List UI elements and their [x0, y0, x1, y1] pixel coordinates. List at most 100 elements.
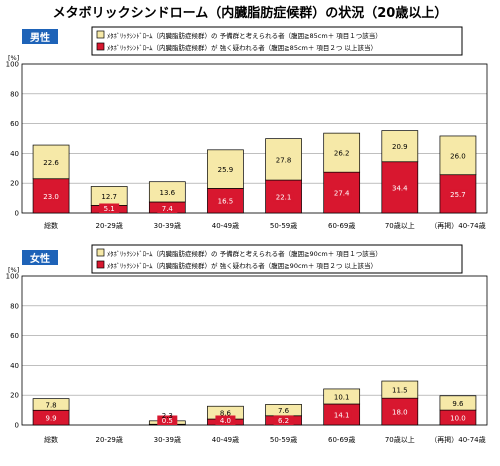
data-label-strong-men: 34.4 [392, 184, 408, 192]
bar-reserve-men [148, 181, 186, 203]
y-unit-men: [%] [8, 54, 19, 62]
data-label-strong-women: 6.2 [278, 417, 289, 425]
legend-swatch-reserve-women [96, 248, 105, 257]
data-label-strong-women: 4.0 [220, 417, 231, 425]
data-label-bg-strong-women [273, 415, 294, 425]
legend-box-men [91, 26, 463, 56]
data-label-bg-strong-women [389, 407, 410, 417]
legend-label-reserve-women: ﾒﾀﾎﾞﾘｯｸｼﾝﾄﾞﾛｰﾑ（内臓脂肪症候群）の 予備群と考えられる者（腹囲≧9… [107, 249, 382, 258]
data-label-strong-women: 14.1 [334, 411, 350, 419]
data-label-reserve-women: 8.6 [220, 410, 232, 418]
category-label-women: 総数 [44, 435, 58, 444]
data-label-bg-strong-men [215, 196, 236, 206]
data-label-bg-strong-men [447, 189, 468, 199]
bar-reserve-men [32, 144, 70, 180]
plot-frame-men [21, 63, 488, 214]
category-label-women: 20-29歳 [96, 435, 123, 444]
data-label-strong-women: 0.5 [162, 417, 173, 425]
y-unit-women: [%] [8, 266, 19, 274]
category-label-men: 40-49歳 [212, 221, 239, 230]
y-tick-label-men: 20 [10, 180, 19, 188]
data-label-strong-men: 7.4 [162, 205, 174, 213]
data-label-reserve-men: 26.2 [334, 150, 350, 158]
y-tick-label-men: 100 [6, 61, 19, 69]
legend-label-reserve-men: ﾒﾀﾎﾞﾘｯｸｼﾝﾄﾞﾛｰﾑ（内臓脂肪症候群）の 予備群と考えられる者（腹囲≧8… [107, 31, 382, 40]
data-label-bg-strong-women [157, 415, 178, 425]
category-label-men: （再掲）40-74歳 [430, 221, 485, 230]
bar-reserve-women [323, 388, 361, 405]
category-label-women: 70歳以上 [385, 435, 415, 444]
page-title: メタボリックシンドローム（内臓脂肪症候群）の状況（20歳以上） [52, 6, 448, 21]
category-label-men: 60-69歳 [328, 221, 355, 230]
category-label-men: 20-29歳 [96, 221, 123, 230]
bar-reserve-women [381, 380, 419, 399]
bar-reserve-men [207, 149, 244, 189]
bar-reserve-women [439, 395, 477, 411]
y-tick-label-women: 20 [10, 392, 19, 400]
category-label-men: 50-59歳 [270, 221, 297, 230]
y-tick-label-women: 80 [10, 302, 19, 310]
y-tick-label-women: 0 [15, 422, 19, 430]
bar-reserve-men [265, 138, 302, 181]
y-tick-label-men: 0 [15, 210, 19, 218]
category-label-women: 30-39歳 [154, 435, 181, 444]
data-label-strong-men: 25.7 [450, 191, 466, 199]
legend-label-strong-women: ﾒﾀﾎﾞﾘｯｸｼﾝﾄﾞﾛｰﾑ（内臓脂肪症候群）が 強く疑われる者（腹囲≧90cm… [107, 261, 377, 270]
bar-reserve-men [323, 132, 361, 173]
data-label-bg-strong-men [99, 203, 120, 213]
data-label-bg-strong-men [331, 188, 352, 198]
data-label-reserve-men: 27.8 [276, 156, 292, 164]
data-label-reserve-men: 12.7 [101, 193, 117, 201]
category-label-women: 40-49歳 [212, 435, 239, 444]
category-label-women: （再掲）40-74歳 [430, 435, 485, 444]
category-label-men: 総数 [44, 221, 58, 230]
data-label-reserve-women: 11.5 [392, 387, 408, 395]
data-label-bg-strong-women [331, 409, 352, 420]
bar-reserve-women [32, 398, 70, 411]
data-label-bg-strong-women [447, 413, 468, 423]
y-tick-label-women: 40 [10, 362, 19, 370]
data-label-bg-strong-women [41, 413, 62, 423]
data-label-reserve-men: 25.9 [218, 166, 234, 174]
y-tick-label-men: 40 [10, 150, 19, 158]
data-label-reserve-men: 26.0 [450, 152, 466, 160]
badge-men [22, 29, 58, 44]
legend-label-strong-men: ﾒﾀﾎﾞﾘｯｸｼﾝﾄﾞﾛｰﾑ（内臓脂肪症候群）が 強く疑われる者（腹囲≧85cm… [107, 43, 377, 52]
data-label-reserve-women: 7.6 [278, 407, 290, 415]
data-label-reserve-women: 2.3 [162, 412, 173, 420]
data-label-reserve-women: 10.1 [334, 393, 350, 401]
data-label-strong-men: 5.1 [104, 205, 115, 213]
data-label-reserve-women: 7.8 [45, 401, 56, 409]
data-label-strong-men: 16.5 [218, 198, 234, 206]
data-label-strong-women: 10.0 [450, 415, 466, 423]
legend-swatch-strong-men [96, 42, 105, 51]
bar-reserve-men [439, 135, 477, 176]
data-label-reserve-men: 13.6 [160, 189, 176, 197]
data-label-strong-women: 18.0 [392, 409, 408, 417]
badge-women [22, 250, 58, 265]
badge-label-men: 男性 [30, 31, 50, 44]
data-label-strong-men: 27.4 [334, 190, 350, 198]
data-label-strong-men: 23.0 [43, 193, 59, 201]
data-label-reserve-men: 22.6 [43, 159, 59, 167]
y-tick-label-men: 80 [10, 90, 19, 98]
plot-frame-women [21, 275, 488, 426]
y-tick-label-women: 100 [6, 273, 19, 281]
legend-box-women [91, 244, 463, 274]
data-label-reserve-women: 9.6 [452, 400, 464, 408]
badge-label-women: 女性 [30, 252, 50, 265]
y-tick-label-men: 60 [10, 120, 19, 128]
data-label-strong-women: 9.9 [45, 415, 56, 423]
data-label-strong-men: 22.1 [276, 194, 292, 202]
bar-reserve-men [381, 130, 419, 163]
y-tick-label-women: 60 [10, 332, 19, 340]
data-label-bg-strong-men [389, 182, 410, 193]
data-label-bg-strong-women [215, 415, 236, 425]
category-label-men: 70歳以上 [385, 221, 415, 230]
legend-swatch-strong-women [96, 260, 105, 269]
data-label-bg-strong-men [273, 192, 294, 202]
category-label-women: 50-59歳 [270, 435, 297, 444]
category-label-men: 30-39歳 [154, 221, 181, 230]
data-label-reserve-men: 20.9 [392, 143, 408, 151]
